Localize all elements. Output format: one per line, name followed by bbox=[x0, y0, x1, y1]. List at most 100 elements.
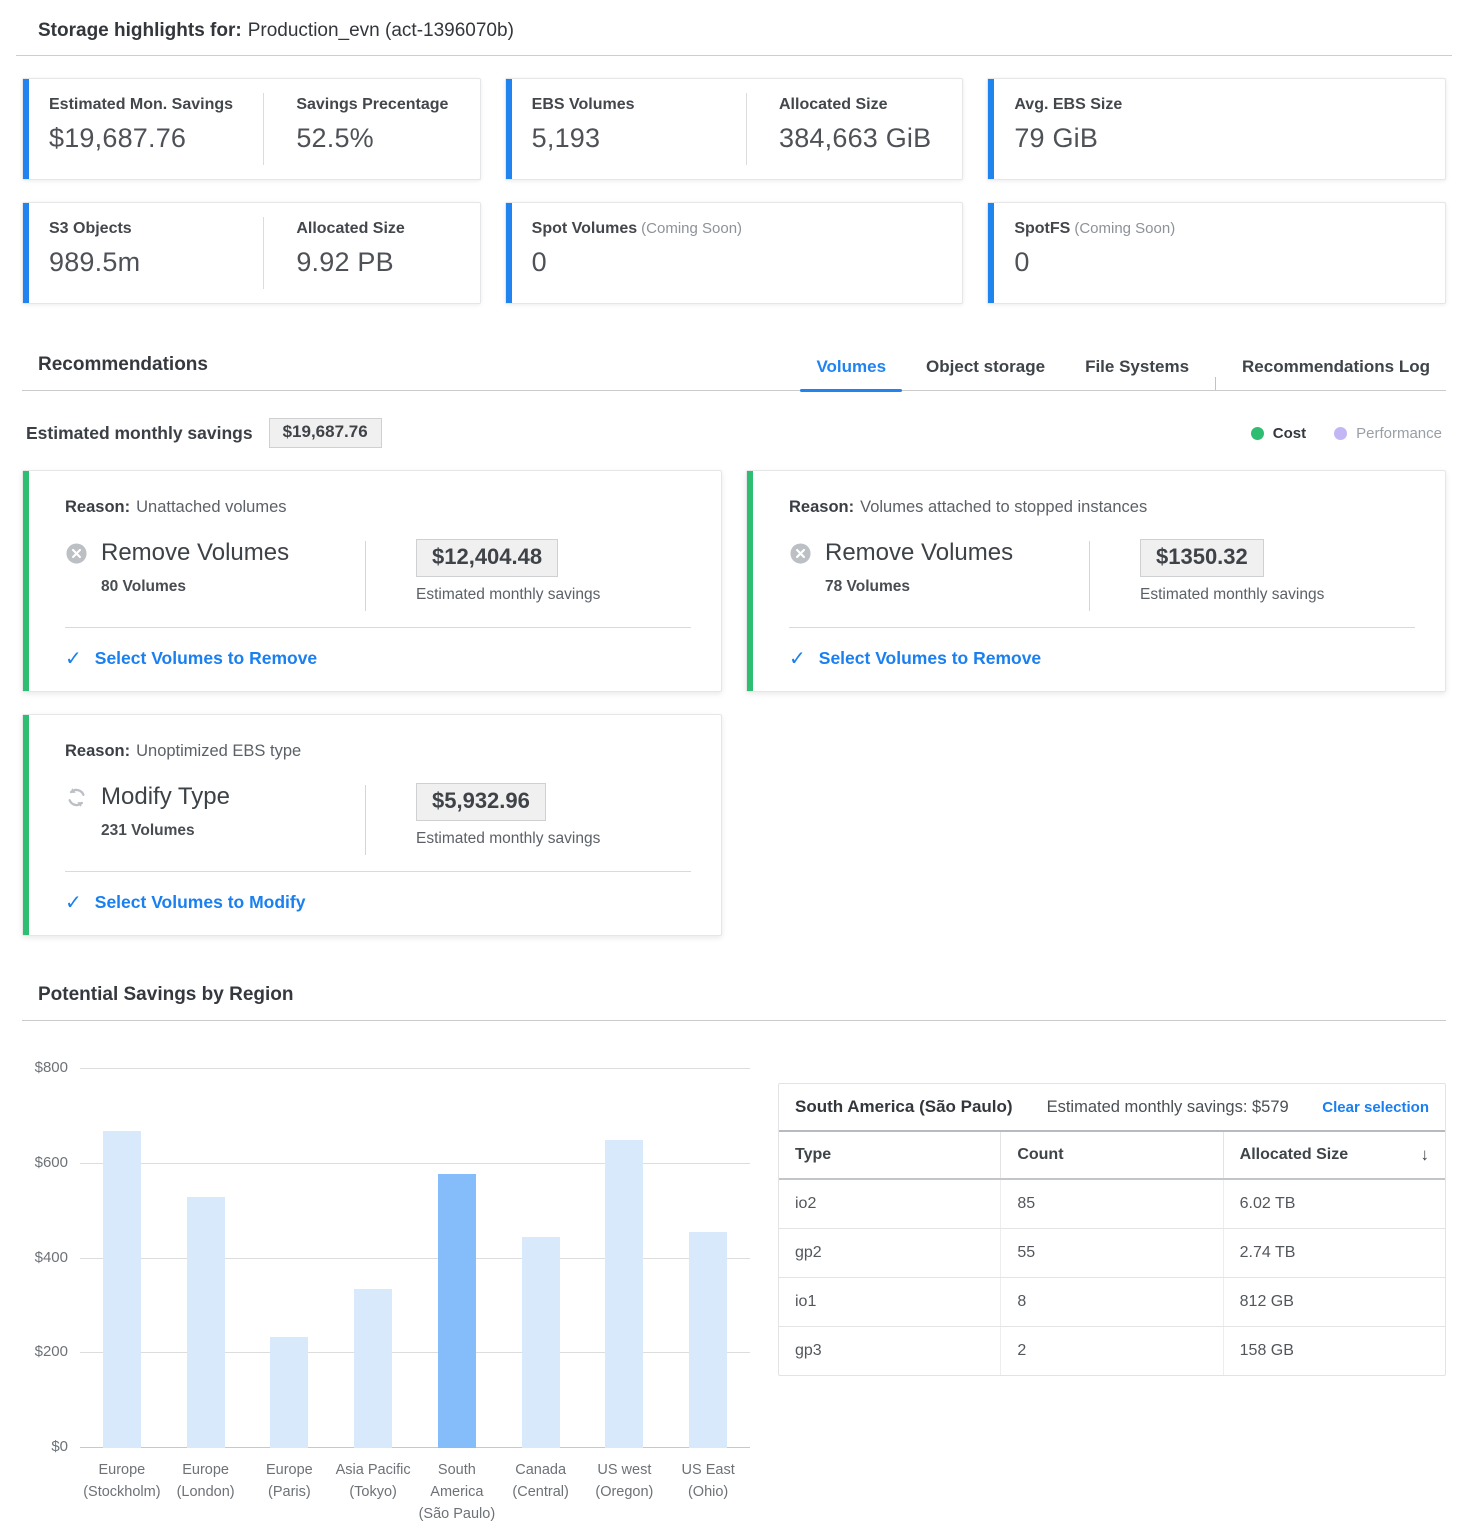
cell-size: 2.74 TB bbox=[1222, 1229, 1445, 1277]
savings-value-badge: $1350.32 bbox=[1140, 539, 1264, 577]
metric-label: Allocated Size bbox=[779, 96, 888, 113]
bar-europe-stockholm[interactable] bbox=[102, 1130, 141, 1448]
metric-label: Avg. EBS Size bbox=[1014, 96, 1123, 113]
action-label: Remove Volumes bbox=[101, 539, 290, 566]
cell-count: 8 bbox=[1000, 1278, 1222, 1326]
tab-object-storage[interactable]: Object storage bbox=[926, 357, 1046, 376]
x-axis-label: US East (Ohio) bbox=[681, 1462, 735, 1500]
bar-slot bbox=[499, 1069, 583, 1448]
y-axis-tick: $400 bbox=[34, 1248, 68, 1266]
card-s3-objects: S3 Objects 989.5m Allocated Size 9.92 PB bbox=[22, 202, 481, 304]
bar-slot bbox=[415, 1069, 499, 1448]
rec-card-stopped-instances: Reason: Volumes attached to stopped insta… bbox=[746, 470, 1446, 692]
metric-label: Savings Precentage bbox=[296, 96, 449, 113]
action-row: Remove Volumes 78 Volumes $1350.32 Estim… bbox=[789, 539, 1415, 613]
bar-us-east-ohio[interactable] bbox=[689, 1232, 728, 1448]
metric-savings-percentage: Savings Precentage 52.5% bbox=[263, 93, 479, 165]
bar-europe-london[interactable] bbox=[186, 1196, 225, 1448]
x-axis-label: US west (Oregon) bbox=[595, 1462, 654, 1500]
sort-desc-icon[interactable]: ↓ bbox=[1420, 1145, 1429, 1164]
bar-us-west-oregon[interactable] bbox=[605, 1140, 644, 1448]
x-axis-label: Europe (London) bbox=[176, 1462, 235, 1500]
select-volumes-to-modify-link[interactable]: ✓ Select Volumes to Modify bbox=[65, 892, 306, 914]
y-axis-tick: $800 bbox=[34, 1059, 68, 1076]
reason-row: Reason: Unoptimized EBS type bbox=[65, 742, 302, 760]
y-axis-tick: $600 bbox=[34, 1153, 68, 1171]
cell-count: 55 bbox=[1000, 1229, 1222, 1277]
legend: Cost Performance bbox=[1250, 424, 1442, 442]
card-avg-ebs-size: Avg. EBS Size 79 GiB bbox=[987, 78, 1446, 180]
select-volumes-to-remove-link[interactable]: ✓ Select Volumes to Remove bbox=[65, 648, 318, 670]
metric-label: Allocated Size bbox=[296, 220, 405, 237]
recommendations-tabs: Volumes Object storage File Systems Reco… bbox=[800, 357, 1446, 392]
region-section-title: Potential Savings by Region bbox=[22, 984, 1446, 1021]
tab-recommendations-log[interactable]: Recommendations Log bbox=[1242, 357, 1430, 376]
metric-estimated-mon-savings: Estimated Mon. Savings $19,687.76 bbox=[29, 79, 263, 179]
region-section: $0 $200 $400 $600 $800 Europe (Stockholm) Euro… bbox=[22, 1021, 1446, 1525]
action-left: Modify Type 231 Volumes bbox=[65, 783, 365, 857]
metric-value: 0 bbox=[531, 247, 547, 277]
coming-soon-label: (Coming Soon) bbox=[1074, 220, 1176, 237]
legend-cost: Cost bbox=[1250, 424, 1307, 442]
bar-canada-central[interactable] bbox=[521, 1237, 560, 1448]
region-detail-table: South America (São Paulo) Estimated mont… bbox=[778, 1083, 1446, 1376]
bar-plot: $0 $200 $400 $600 $800 bbox=[35, 1059, 750, 1455]
action-title: Remove Volumes bbox=[789, 539, 1089, 567]
legend-performance: Performance bbox=[1334, 425, 1442, 442]
bar-europe-paris[interactable] bbox=[270, 1336, 309, 1448]
savings-caption: Estimated monthly savings bbox=[416, 830, 601, 847]
clear-selection-link[interactable]: Clear selection bbox=[1322, 1098, 1429, 1116]
cell-size: 158 GB bbox=[1222, 1327, 1445, 1375]
table-row: gp3 2 158 GB bbox=[779, 1327, 1445, 1375]
select-volumes-to-remove-link[interactable]: ✓ Select Volumes to Remove bbox=[789, 648, 1042, 670]
gridline: $800 bbox=[35, 1059, 750, 1076]
gridline: $400 bbox=[35, 1249, 750, 1266]
tab-file-systems[interactable]: File Systems bbox=[1085, 357, 1190, 376]
action-right: $1350.32 Estimated monthly savings bbox=[1090, 539, 1324, 613]
header-divider bbox=[16, 55, 1452, 56]
card-spot-volumes: Spot Volumes (Coming Soon) 0 bbox=[504, 202, 964, 304]
metric-value: 0 bbox=[1014, 247, 1030, 277]
performance-dot-icon bbox=[1334, 426, 1348, 440]
bar-slot bbox=[666, 1069, 750, 1448]
tab-volumes[interactable]: Volumes bbox=[800, 357, 902, 392]
column-count[interactable]: Count bbox=[1000, 1132, 1222, 1178]
remove-circle-icon bbox=[66, 542, 87, 564]
cell-type: gp2 bbox=[795, 1244, 822, 1261]
action-row: Remove Volumes 80 Volumes $12,404.48 Est… bbox=[65, 539, 691, 613]
action-title: Remove Volumes bbox=[65, 539, 365, 567]
recommendation-cards: Reason: Unattached volumes Remove Volumes… bbox=[22, 470, 1446, 936]
region-savings-text: Estimated monthly savings: $579 bbox=[1046, 1097, 1289, 1116]
metric-label: Estimated Mon. Savings bbox=[49, 96, 234, 113]
card-divider bbox=[789, 627, 1415, 628]
rec-card-unoptimized-ebs: Reason: Unoptimized EBS type Modify Type bbox=[22, 714, 722, 936]
bar-south-america-s-o-paulo[interactable] bbox=[437, 1173, 476, 1448]
action-title: Modify Type bbox=[65, 783, 365, 811]
metric-label: S3 Objects bbox=[49, 220, 132, 237]
bar-slot bbox=[164, 1069, 248, 1448]
cell-type: io1 bbox=[795, 1293, 817, 1310]
bar-asia-pacific-tokyo[interactable] bbox=[354, 1289, 393, 1448]
cell-size: 812 GB bbox=[1222, 1278, 1445, 1326]
y-axis-tick: $0 bbox=[51, 1438, 68, 1455]
x-axis-label: Europe (Paris) bbox=[265, 1462, 313, 1500]
metric-ebs-allocated-size: Allocated Size 384,663 GiB bbox=[746, 93, 962, 165]
legend-label: Cost bbox=[1272, 424, 1307, 442]
action-left: Remove Volumes 78 Volumes bbox=[789, 539, 1089, 613]
column-allocated-size[interactable]: Allocated Size ↓ bbox=[1222, 1132, 1445, 1178]
action-row: Modify Type 231 Volumes $5,932.96 Estima… bbox=[65, 783, 691, 857]
table-row: io1 8 812 GB bbox=[779, 1278, 1445, 1327]
check-icon: ✓ bbox=[789, 648, 806, 670]
table-row: io2 85 6.02 TB bbox=[779, 1180, 1445, 1229]
metric-value: 52.5% bbox=[296, 123, 374, 153]
cell-size: 6.02 TB bbox=[1222, 1180, 1445, 1228]
card-estimated-savings: Estimated Mon. Savings $19,687.76 Saving… bbox=[22, 78, 481, 180]
highlight-cards: Estimated Mon. Savings $19,687.76 Saving… bbox=[22, 78, 1446, 304]
y-axis-tick: $200 bbox=[34, 1343, 68, 1361]
check-icon: ✓ bbox=[65, 892, 82, 914]
x-axis-label: South America (São Paulo) bbox=[418, 1462, 496, 1522]
account-name: Production_evn (act-1396070b) bbox=[247, 20, 514, 41]
column-type[interactable]: Type bbox=[795, 1146, 832, 1163]
metric-spotfs: SpotFS (Coming Soon) 0 bbox=[994, 203, 1445, 303]
